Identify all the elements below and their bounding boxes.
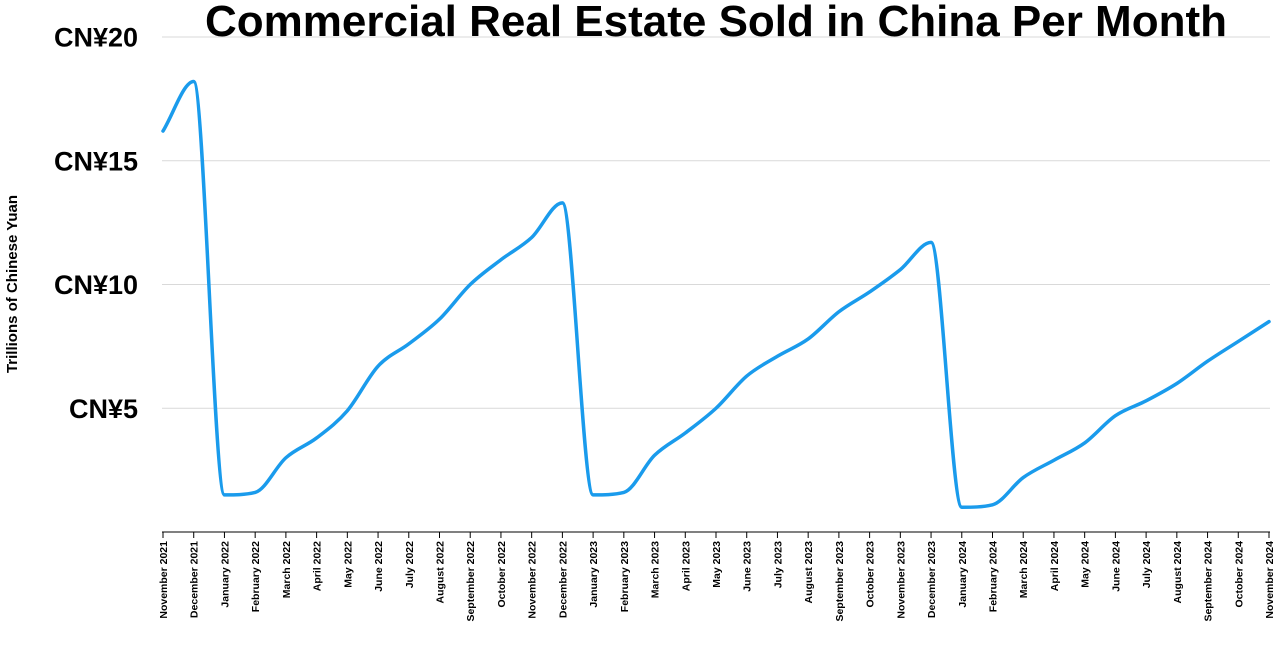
x-tick-label: June 2023: [742, 541, 754, 592]
data-point: [683, 431, 687, 435]
x-tick-label: December 2022: [557, 541, 569, 618]
x-tick-label: April 2023: [680, 541, 692, 591]
x-tick-label: November 2022: [527, 541, 539, 619]
data-point: [468, 283, 472, 287]
data-point: [591, 493, 595, 497]
data-point: [1206, 359, 1210, 363]
data-points: [161, 80, 1271, 510]
data-point: [345, 409, 349, 413]
data-point: [530, 235, 534, 239]
data-point: [991, 503, 995, 507]
x-tick-label: June 2022: [373, 541, 385, 592]
data-point: [653, 453, 657, 457]
x-axis: [162, 531, 1270, 538]
data-point: [499, 258, 503, 262]
x-tick-label: October 2022: [496, 541, 508, 608]
data-point: [560, 201, 564, 205]
data-point: [253, 490, 257, 494]
x-tick-label: August 2022: [435, 541, 447, 604]
data-point: [1083, 441, 1087, 445]
data-point: [1236, 339, 1240, 343]
x-tick-label: January 2023: [588, 541, 600, 608]
x-tick-label: March 2024: [1018, 541, 1030, 598]
data-point: [161, 129, 165, 133]
y-tick-label: CN¥10: [54, 270, 138, 300]
data-point: [376, 364, 380, 368]
y-axis-tick-labels: CN¥5 CN¥10 CN¥15 CN¥20: [54, 23, 138, 424]
data-point: [745, 374, 749, 378]
x-tick-label: February 2022: [250, 541, 262, 612]
data-point: [315, 436, 319, 440]
x-tick-label: March 2023: [650, 541, 662, 598]
x-tick-label: February 2023: [619, 541, 631, 612]
data-point: [1175, 382, 1179, 386]
data-point: [898, 268, 902, 272]
data-point: [407, 342, 411, 346]
data-point: [837, 310, 841, 314]
x-tick-label: July 2024: [1141, 541, 1153, 588]
x-tick-label: July 2022: [404, 541, 416, 588]
x-axis-tick-labels: November 2021 December 2021 January 2022 Fe…: [158, 541, 1276, 622]
data-point: [868, 290, 872, 294]
x-tick-label: November 2024: [1264, 541, 1276, 619]
data-point: [622, 490, 626, 494]
x-tick-label: May 2022: [342, 541, 354, 588]
x-tick-label: February 2024: [988, 541, 1000, 612]
data-point: [775, 354, 779, 358]
x-tick-label: October 2024: [1233, 541, 1245, 608]
x-tick-label: August 2024: [1172, 541, 1184, 604]
data-point: [960, 505, 964, 509]
series-line: [161, 79, 1271, 509]
x-tick-label: November 2021: [158, 541, 170, 619]
x-tick-label: September 2022: [465, 541, 477, 622]
x-tick-label: April 2024: [1049, 541, 1061, 591]
data-point: [1144, 399, 1148, 403]
x-tick-label: September 2023: [834, 541, 846, 622]
x-tick-label: December 2021: [189, 541, 201, 618]
x-tick-label: June 2024: [1110, 541, 1122, 592]
data-point: [1021, 476, 1025, 480]
x-tick-label: January 2022: [219, 541, 231, 608]
x-tick-label: September 2024: [1203, 541, 1215, 622]
data-point: [1267, 320, 1271, 324]
x-tick-label: November 2023: [895, 541, 907, 619]
data-point: [806, 337, 810, 341]
x-tick-label: May 2023: [711, 541, 723, 588]
data-point: [714, 406, 718, 410]
data-point: [192, 80, 196, 84]
x-tick-label: March 2022: [281, 541, 293, 598]
x-tick-label: October 2023: [865, 541, 877, 608]
data-point: [1052, 458, 1056, 462]
data-point: [929, 240, 933, 244]
x-tick-label: July 2023: [772, 541, 784, 588]
x-tick-label: January 2024: [957, 541, 969, 608]
x-tick-label: December 2023: [926, 541, 938, 618]
data-point: [284, 456, 288, 460]
series-layer: [161, 79, 1271, 509]
y-tick-label: CN¥15: [54, 146, 138, 176]
data-point: [222, 493, 226, 497]
y-axis-label: Trillions of Chinese Yuan: [4, 195, 21, 373]
gridlines: [162, 36, 1270, 409]
y-tick-label: CN¥5: [69, 394, 138, 424]
y-tick-label: CN¥20: [54, 23, 138, 53]
data-point: [438, 317, 442, 321]
data-point: [1113, 414, 1117, 418]
x-tick-label: April 2022: [312, 541, 324, 591]
chart-title: Commercial Real Estate Sold in China Per…: [205, 0, 1227, 46]
x-tick-label: August 2023: [803, 541, 815, 604]
x-tick-label: May 2024: [1080, 541, 1092, 588]
